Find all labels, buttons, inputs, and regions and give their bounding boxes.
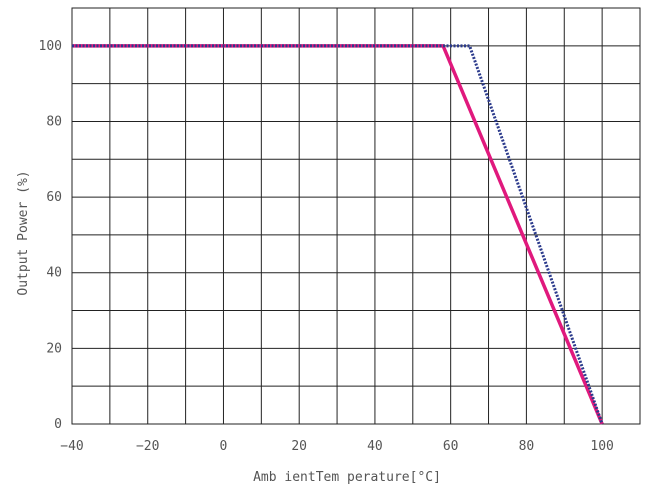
x-axis-ticks: −40 −20 0 20 40 60 80 100 [60, 439, 614, 454]
y-tick-label: 80 [46, 114, 62, 129]
y-tick-label: 20 [46, 341, 62, 356]
x-tick-label: −40 [60, 439, 83, 454]
y-tick-label: 60 [46, 190, 62, 205]
x-tick-label: 60 [443, 439, 459, 454]
x-tick-label: 0 [220, 439, 228, 454]
x-tick-label: 80 [519, 439, 535, 454]
x-axis-label: Amb ientTem perature[°C] [253, 470, 441, 485]
y-tick-label: 40 [46, 266, 62, 281]
x-tick-label: 100 [590, 439, 613, 454]
series-layer [72, 44, 604, 425]
y-tick-label: 0 [54, 417, 62, 432]
x-tick-label: 20 [291, 439, 307, 454]
y-tick-label: 100 [39, 39, 62, 54]
y-axis-label: Output Power (%) [16, 170, 31, 295]
grid [71, 7, 641, 425]
y-axis-ticks: 0 20 40 60 80 100 [39, 39, 62, 432]
x-tick-label: −20 [136, 439, 159, 454]
x-tick-label: 40 [367, 439, 383, 454]
plot-frame [71, 7, 641, 425]
